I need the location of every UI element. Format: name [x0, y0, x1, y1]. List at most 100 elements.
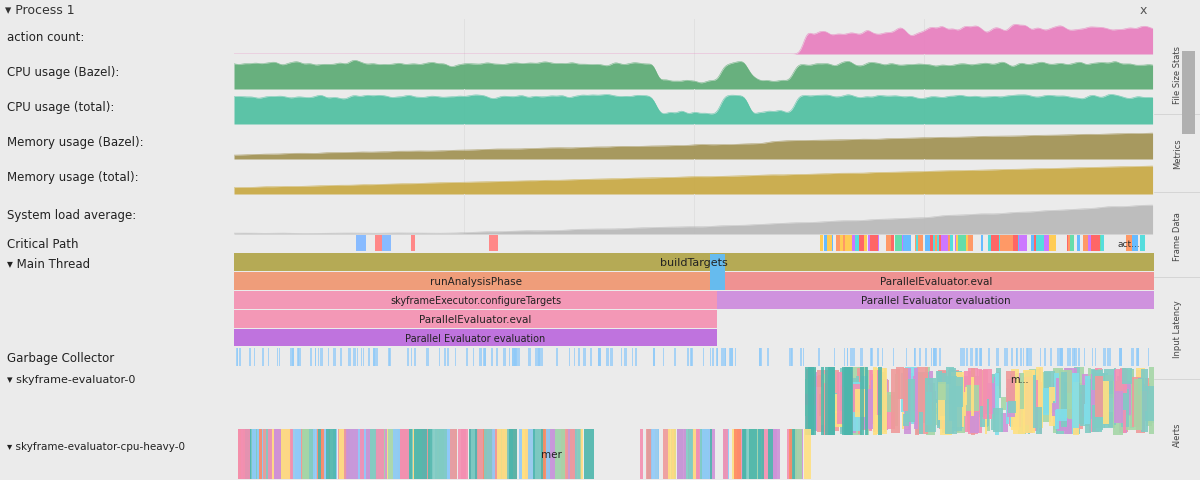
Bar [538, 348, 540, 366]
Bar [877, 348, 880, 366]
Bar [469, 429, 478, 479]
Bar [528, 429, 530, 479]
Text: ▾ skyframe-evaluator-cpu-heavy-0: ▾ skyframe-evaluator-cpu-heavy-0 [7, 441, 185, 451]
Bar [702, 348, 704, 366]
Bar [904, 373, 908, 410]
Bar [1075, 374, 1079, 428]
Bar [852, 368, 862, 435]
Bar [940, 371, 947, 429]
Bar [234, 329, 718, 347]
Bar [937, 384, 949, 420]
Bar [251, 429, 263, 479]
Bar [382, 429, 386, 479]
Bar [1022, 377, 1033, 425]
Bar [1124, 369, 1128, 432]
Bar [236, 348, 239, 366]
Bar [599, 348, 600, 366]
Bar [835, 394, 847, 413]
Bar [1080, 368, 1084, 421]
Bar [535, 429, 540, 479]
Bar [647, 429, 652, 479]
Bar [905, 378, 910, 430]
Bar [1027, 348, 1028, 366]
Bar [964, 235, 966, 252]
Bar [1042, 372, 1051, 422]
Bar [372, 429, 384, 479]
Bar [1009, 391, 1014, 426]
Bar [691, 348, 692, 366]
Bar [268, 348, 269, 366]
Bar [1036, 407, 1042, 433]
Bar [378, 429, 388, 479]
Bar [932, 348, 935, 366]
Bar [835, 235, 845, 252]
Bar [522, 429, 526, 479]
Bar [850, 367, 853, 435]
Bar [1039, 382, 1042, 434]
Bar [1070, 235, 1073, 252]
Bar [865, 371, 869, 435]
Bar [940, 384, 952, 435]
Bar [360, 348, 362, 366]
Bar [875, 372, 887, 409]
Bar [366, 429, 372, 479]
Bar [732, 348, 733, 366]
Bar [1001, 397, 1006, 409]
Bar [539, 429, 550, 479]
Bar [872, 371, 880, 432]
Bar [1062, 374, 1068, 402]
Bar [344, 429, 352, 479]
Bar [1007, 372, 1015, 402]
Bar [367, 429, 374, 479]
Bar [820, 394, 829, 416]
Bar [934, 348, 937, 366]
Bar [870, 235, 875, 252]
Bar [1135, 368, 1145, 427]
Bar [569, 348, 570, 366]
Bar [1030, 377, 1036, 412]
Bar [751, 429, 757, 479]
Bar [692, 429, 696, 479]
Bar [257, 429, 263, 479]
Bar [890, 370, 900, 433]
Bar [955, 370, 959, 432]
Bar [672, 429, 674, 479]
Bar [1091, 390, 1094, 405]
Bar [962, 235, 966, 252]
Bar [552, 429, 559, 479]
Bar [908, 397, 920, 424]
Bar [546, 429, 550, 479]
Bar [400, 429, 409, 479]
Bar [944, 388, 954, 404]
Bar [1016, 348, 1018, 366]
Bar [1108, 381, 1118, 394]
Bar [964, 371, 972, 432]
Text: Alerts: Alerts [1172, 422, 1182, 446]
Bar [1094, 348, 1097, 366]
Bar [338, 429, 344, 479]
Bar [624, 348, 626, 366]
Bar [1120, 348, 1122, 366]
Bar [389, 348, 391, 366]
Bar [878, 379, 888, 431]
Bar [1044, 348, 1046, 366]
Bar [701, 429, 707, 479]
Bar [956, 398, 965, 433]
Bar [1027, 402, 1030, 434]
Bar [787, 429, 791, 479]
Bar [1136, 348, 1139, 366]
Bar [905, 368, 911, 434]
Bar [458, 429, 466, 479]
Bar [790, 348, 792, 366]
Bar [702, 429, 710, 479]
Bar [253, 429, 258, 479]
Bar [535, 429, 541, 479]
Bar [518, 429, 522, 479]
Bar [491, 429, 496, 479]
Bar [1097, 371, 1102, 432]
Bar [965, 235, 973, 252]
Bar [958, 235, 962, 252]
Bar [1120, 370, 1127, 433]
Bar [916, 373, 923, 434]
Bar [995, 373, 998, 435]
